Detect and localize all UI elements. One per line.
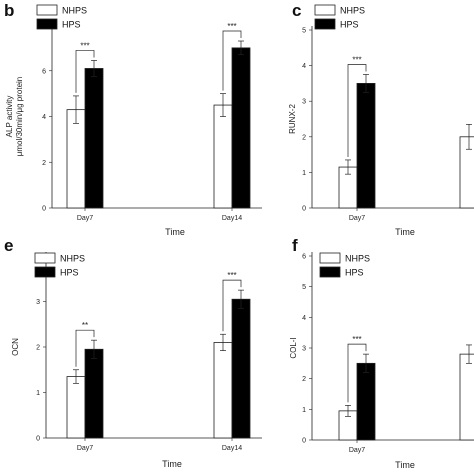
significance-label: ** [82, 321, 88, 330]
x-axis-title: Time [162, 459, 182, 469]
significance-bracket [347, 64, 367, 157]
y-tick-label: 5 [302, 284, 306, 291]
x-tick-label: Day7 [77, 445, 93, 452]
significance-bracket [75, 50, 95, 93]
y-tick-label: 0 [36, 436, 40, 443]
y-tick-label: 2 [36, 345, 40, 352]
legend-swatch-nhps [36, 4, 58, 16]
bar-hps [356, 83, 376, 209]
legend-label: NHPS [60, 254, 85, 264]
bar-hps [356, 362, 376, 441]
legend-swatch-nhps [319, 252, 341, 264]
significance-label: *** [227, 22, 236, 31]
significance-label: *** [227, 271, 236, 280]
bar-hps [84, 68, 104, 209]
y-tick-label: 4 [42, 114, 46, 121]
bar-nhps [213, 342, 233, 439]
panel-letter: c [292, 1, 301, 20]
bar-hps [231, 298, 251, 439]
x-tick-label: Day7 [349, 215, 365, 222]
y-tick-label: 3 [302, 99, 306, 106]
y-tick-label: 6 [302, 254, 306, 261]
legend-label: NHPS [340, 6, 365, 16]
y-tick-label: 0 [302, 438, 306, 445]
legend-label: NHPS [345, 254, 370, 264]
panel-letter: e [4, 236, 13, 255]
y-tick-label: 0 [42, 206, 46, 213]
bar-nhps [66, 376, 86, 439]
x-tick-label: Day7 [77, 215, 93, 222]
bar-hps [84, 348, 104, 439]
significance-bracket [347, 343, 367, 403]
legend-label: HPS [62, 20, 81, 30]
y-tick-label: 2 [42, 160, 46, 167]
bar-nhps [459, 353, 474, 441]
y-axis-label: RUNX-2 [288, 104, 297, 134]
y-tick-label: 2 [302, 134, 306, 141]
y-axis-label: COL-I [289, 337, 298, 358]
x-tick-label: Day14 [222, 445, 242, 452]
significance-bracket [75, 329, 95, 367]
y-tick-label: 2 [302, 376, 306, 383]
legend-swatch-hps [36, 18, 58, 30]
legend-label: HPS [345, 268, 364, 278]
legend-label: HPS [340, 20, 359, 30]
x-axis-title: Time [395, 460, 415, 470]
y-tick-label: 0 [302, 206, 306, 213]
legend-label: HPS [60, 268, 79, 278]
bar-nhps [459, 136, 474, 209]
y-tick-label: 5 [302, 28, 306, 35]
significance-label: *** [352, 335, 361, 344]
x-axis-title: Time [165, 227, 185, 237]
legend-swatch-nhps [34, 252, 56, 264]
y-tick-label: 1 [36, 390, 40, 397]
legend-swatch-hps [314, 18, 336, 30]
panel-f: 0 1 2 3 4 5 6 COL-I Time f Day7 *** NHPS HPS [289, 236, 474, 470]
y-axis-label: ALP activity [5, 96, 14, 138]
y-axis-label: μmol/30min/μg protein [15, 77, 24, 156]
legend-swatch-hps [34, 266, 56, 278]
x-tick-label: Day14 [222, 215, 242, 222]
y-tick-label: 1 [302, 170, 306, 177]
bar-nhps [66, 109, 86, 209]
bar-nhps [213, 104, 233, 209]
panel-letter: f [292, 236, 298, 255]
significance-label: *** [352, 56, 361, 65]
legend-swatch-hps [319, 266, 341, 278]
y-tick-label: 3 [302, 346, 306, 353]
significance-bracket [222, 279, 242, 332]
x-axis-title: Time [395, 227, 415, 237]
y-tick-label: 1 [302, 407, 306, 414]
y-tick-label: 6 [42, 68, 46, 75]
y-tick-label: 4 [302, 315, 306, 322]
y-axis-label: OCN [11, 338, 20, 356]
y-tick-label: 4 [302, 63, 306, 70]
legend-label: NHPS [62, 6, 87, 16]
legend-swatch-nhps [314, 4, 336, 16]
x-tick-label: Day7 [349, 447, 365, 454]
bar-hps [231, 47, 251, 209]
panel-letter: b [4, 1, 14, 20]
significance-bracket [222, 30, 242, 91]
y-tick-label: 3 [36, 299, 40, 306]
significance-label: *** [80, 41, 89, 50]
